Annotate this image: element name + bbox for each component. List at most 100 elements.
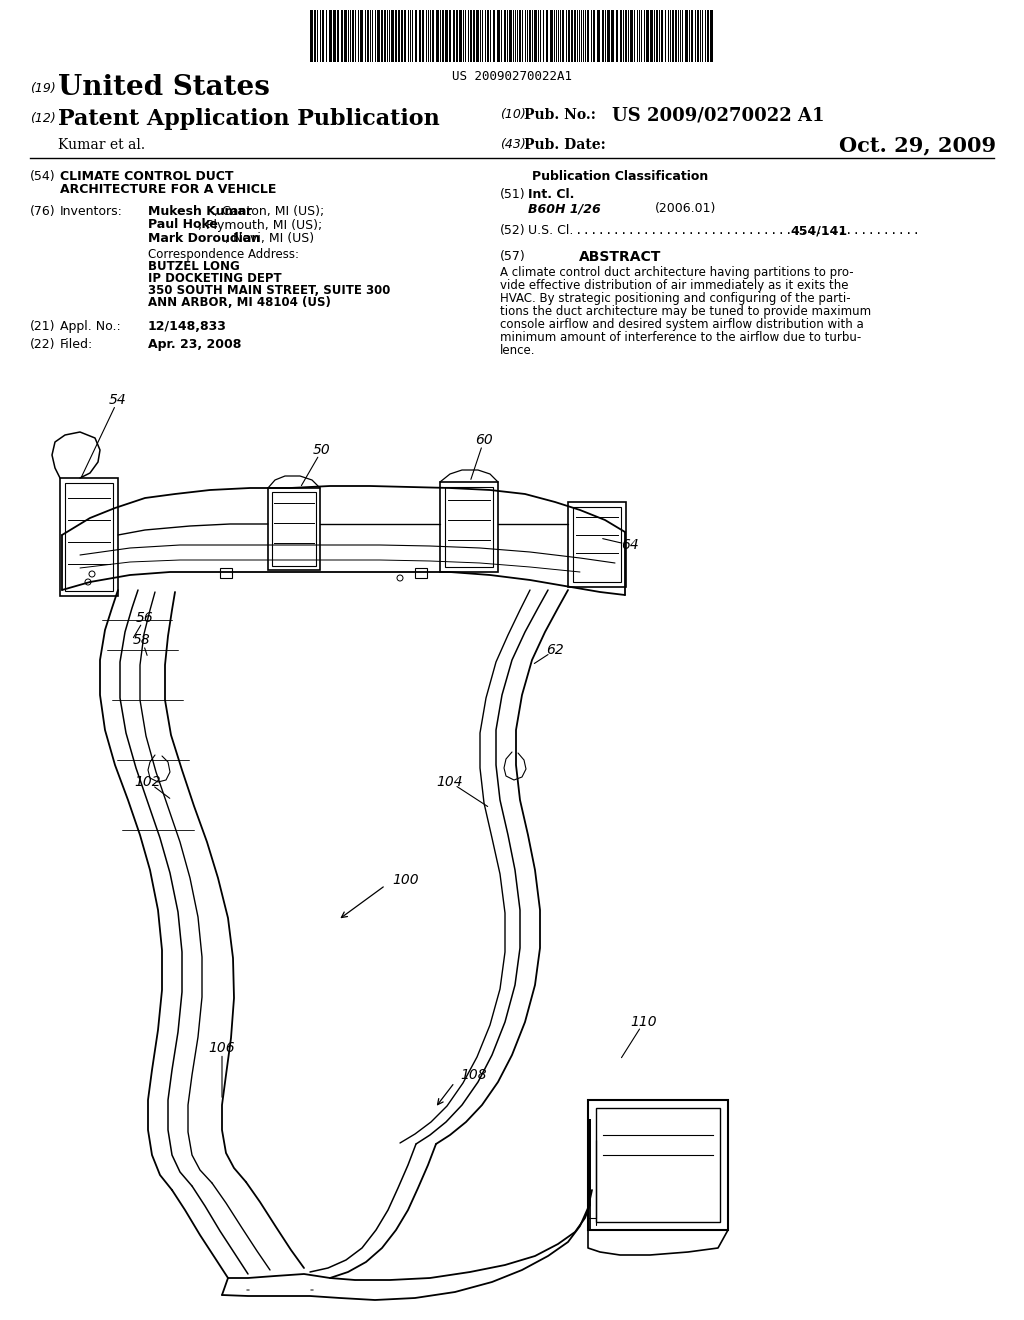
Bar xyxy=(272,492,316,566)
Bar xyxy=(697,11,699,62)
Text: 100: 100 xyxy=(392,873,419,887)
Bar xyxy=(588,1100,728,1230)
Bar xyxy=(487,11,489,62)
Text: A climate control duct architecture having partitions to pro-: A climate control duct architecture havi… xyxy=(500,267,854,279)
Text: Mark Doroudian: Mark Doroudian xyxy=(148,232,260,246)
Bar xyxy=(593,11,595,62)
Text: Int. Cl.: Int. Cl. xyxy=(528,187,574,201)
Bar xyxy=(445,487,493,568)
Text: (22): (22) xyxy=(30,338,55,351)
Bar xyxy=(449,11,451,62)
Text: , Plymouth, MI (US);: , Plymouth, MI (US); xyxy=(198,219,322,231)
Bar xyxy=(571,11,573,62)
Text: 110: 110 xyxy=(631,1015,657,1030)
Text: (52): (52) xyxy=(500,224,525,238)
Text: Filed:: Filed: xyxy=(60,338,93,351)
Bar xyxy=(497,11,500,62)
Bar xyxy=(529,11,531,62)
Bar xyxy=(329,11,332,62)
Text: 102: 102 xyxy=(135,775,162,789)
Text: console airflow and desired system airflow distribution with a: console airflow and desired system airfl… xyxy=(500,318,864,331)
Bar xyxy=(573,507,621,582)
Bar xyxy=(310,11,313,62)
Text: (10): (10) xyxy=(500,108,525,121)
Text: , Novi, MI (US): , Novi, MI (US) xyxy=(225,232,314,246)
Text: 54: 54 xyxy=(110,393,127,407)
Bar xyxy=(456,11,458,62)
Bar xyxy=(440,482,498,572)
Text: tions the duct architecture may be tuned to provide maximum: tions the duct architecture may be tuned… xyxy=(500,305,871,318)
Circle shape xyxy=(89,572,95,577)
Text: ..............................................: ........................................… xyxy=(575,224,920,238)
Text: CLIMATE CONTROL DUCT: CLIMATE CONTROL DUCT xyxy=(60,170,233,183)
Bar xyxy=(395,11,397,62)
Text: (19): (19) xyxy=(30,82,55,95)
Text: ABSTRACT: ABSTRACT xyxy=(579,249,662,264)
Text: 12/148,833: 12/148,833 xyxy=(148,319,227,333)
Text: U.S. Cl.: U.S. Cl. xyxy=(528,224,573,238)
Bar xyxy=(220,568,232,578)
Bar xyxy=(381,11,383,62)
Bar xyxy=(550,11,553,62)
Text: Publication Classification: Publication Classification xyxy=(531,170,709,183)
Text: 108: 108 xyxy=(460,1068,486,1082)
Text: Correspondence Address:: Correspondence Address: xyxy=(148,248,299,261)
Bar xyxy=(675,11,677,62)
Bar xyxy=(65,483,113,591)
Bar xyxy=(707,11,709,62)
Bar xyxy=(459,11,462,62)
Bar xyxy=(476,11,479,62)
Text: ARCHITECTURE FOR A VEHICLE: ARCHITECTURE FOR A VEHICLE xyxy=(60,183,276,195)
Text: ANN ARBOR, MI 48104 (US): ANN ARBOR, MI 48104 (US) xyxy=(148,296,331,309)
Text: (54): (54) xyxy=(30,170,55,183)
Bar xyxy=(662,11,663,62)
Bar xyxy=(404,11,406,62)
Bar xyxy=(656,11,658,62)
Text: (51): (51) xyxy=(500,187,525,201)
Text: (21): (21) xyxy=(30,319,55,333)
Text: HVAC. By strategic positioning and configuring of the parti-: HVAC. By strategic positioning and confi… xyxy=(500,292,851,305)
Text: (12): (12) xyxy=(30,112,55,125)
Bar xyxy=(493,11,495,62)
Bar xyxy=(685,11,688,62)
Bar xyxy=(650,11,653,62)
Bar xyxy=(398,11,400,62)
Text: 56: 56 xyxy=(136,611,154,624)
Text: Oct. 29, 2009: Oct. 29, 2009 xyxy=(839,135,996,154)
Text: 60: 60 xyxy=(475,433,493,447)
Bar xyxy=(322,11,324,62)
Circle shape xyxy=(397,576,403,581)
Bar xyxy=(442,11,444,62)
Bar xyxy=(546,11,548,62)
Bar xyxy=(602,11,604,62)
Text: (43): (43) xyxy=(500,139,525,150)
Text: 106: 106 xyxy=(209,1041,236,1055)
Text: Inventors:: Inventors: xyxy=(60,205,123,218)
Text: (57): (57) xyxy=(500,249,525,263)
Bar xyxy=(568,502,626,587)
Bar xyxy=(646,11,649,62)
Text: Kumar et al.: Kumar et al. xyxy=(58,139,145,152)
Text: (2006.01): (2006.01) xyxy=(655,202,717,215)
Bar xyxy=(337,11,339,62)
Bar xyxy=(445,11,449,62)
Text: 350 SOUTH MAIN STREET, SUITE 300: 350 SOUTH MAIN STREET, SUITE 300 xyxy=(148,284,390,297)
Bar xyxy=(574,11,575,62)
Text: 104: 104 xyxy=(436,775,463,789)
Text: Paul Hoke: Paul Hoke xyxy=(148,219,218,231)
Bar xyxy=(568,11,570,62)
Bar xyxy=(710,11,713,62)
Bar xyxy=(422,11,424,62)
Text: US 20090270022A1: US 20090270022A1 xyxy=(452,70,572,83)
Circle shape xyxy=(85,579,91,585)
Text: , Canton, MI (US);: , Canton, MI (US); xyxy=(214,205,325,218)
Text: Pub. Date:: Pub. Date: xyxy=(524,139,606,152)
Bar xyxy=(691,11,693,62)
Bar xyxy=(596,1107,720,1222)
Bar xyxy=(360,11,362,62)
Bar xyxy=(453,11,455,62)
Bar xyxy=(401,11,403,62)
Text: minimum amount of interference to the airflow due to turbu-: minimum amount of interference to the ai… xyxy=(500,331,861,345)
Bar xyxy=(620,11,622,62)
Bar xyxy=(268,488,319,570)
